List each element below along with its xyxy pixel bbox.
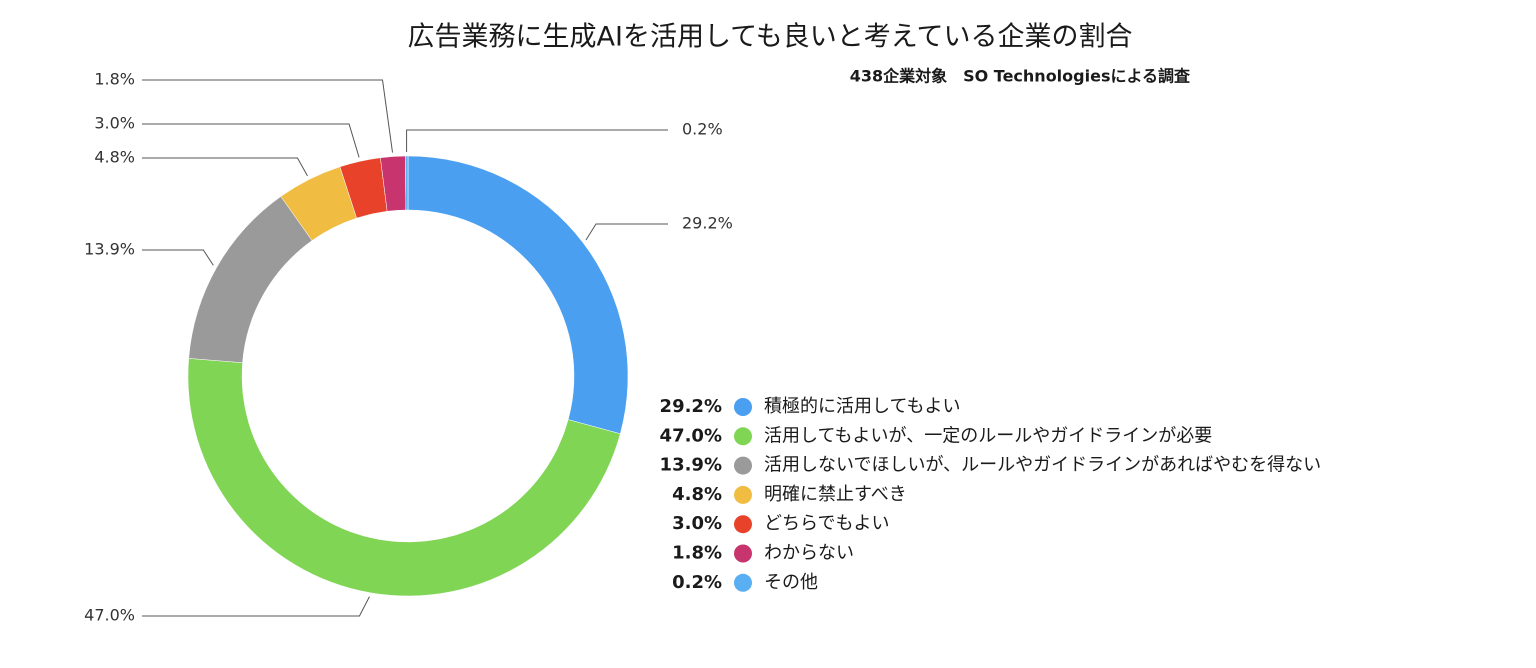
leader-line: [142, 596, 370, 617]
legend-label: 明確に禁止すべき: [764, 484, 907, 505]
data-label: 1.8%: [94, 70, 135, 89]
data-label: 29.2%: [682, 214, 733, 233]
data-label: 47.0%: [84, 606, 135, 625]
data-label: 4.8%: [94, 148, 135, 167]
legend-label: わからない: [764, 543, 854, 564]
leader-line: [585, 223, 668, 241]
legend-swatch: [734, 485, 752, 504]
legend-swatch: [734, 456, 752, 475]
data-label: 13.9%: [84, 240, 135, 259]
legend-swatch: [734, 573, 752, 592]
leader-line: [142, 157, 308, 177]
legend-swatch: [734, 544, 752, 563]
leader-line: [142, 79, 394, 153]
legend-value: 1.8%: [672, 543, 722, 564]
chart-subtitle: 438企業対象 SO Technologiesによる調査: [850, 67, 1190, 86]
donut-slice: [407, 155, 629, 435]
legend-label: 活用してもよいが、一定のルールやガイドラインが必要: [764, 425, 1212, 446]
donut-slice: [187, 358, 621, 597]
legend-label: 活用しないでほしいが、ルールやガイドラインがあればやむを得ない: [764, 455, 1321, 476]
legend-value: 13.9%: [660, 455, 722, 476]
leader-line: [142, 123, 360, 158]
legend-label: その他: [764, 572, 818, 593]
data-label: 0.2%: [682, 120, 723, 139]
legend-value: 47.0%: [660, 425, 722, 446]
legend-value: 3.0%: [672, 513, 722, 534]
legend-value: 0.2%: [672, 572, 722, 593]
legend-swatch: [734, 398, 752, 416]
donut-slice: [404, 155, 409, 211]
data-label: 3.0%: [94, 114, 135, 133]
legend-label: 積極的に活用してもよい: [764, 396, 961, 417]
leader-line: [406, 129, 668, 153]
legend-value: 29.2%: [660, 396, 722, 417]
legend-swatch: [734, 427, 752, 446]
legend-value: 4.8%: [672, 484, 722, 505]
donut-slice: [188, 196, 313, 363]
legend-swatch: [734, 515, 752, 534]
legend-label: どちらでもよい: [764, 513, 889, 534]
leader-line: [142, 249, 214, 266]
chart-title: 広告業務に生成AIを活用しても良いと考えている企業の割合: [408, 22, 1133, 53]
